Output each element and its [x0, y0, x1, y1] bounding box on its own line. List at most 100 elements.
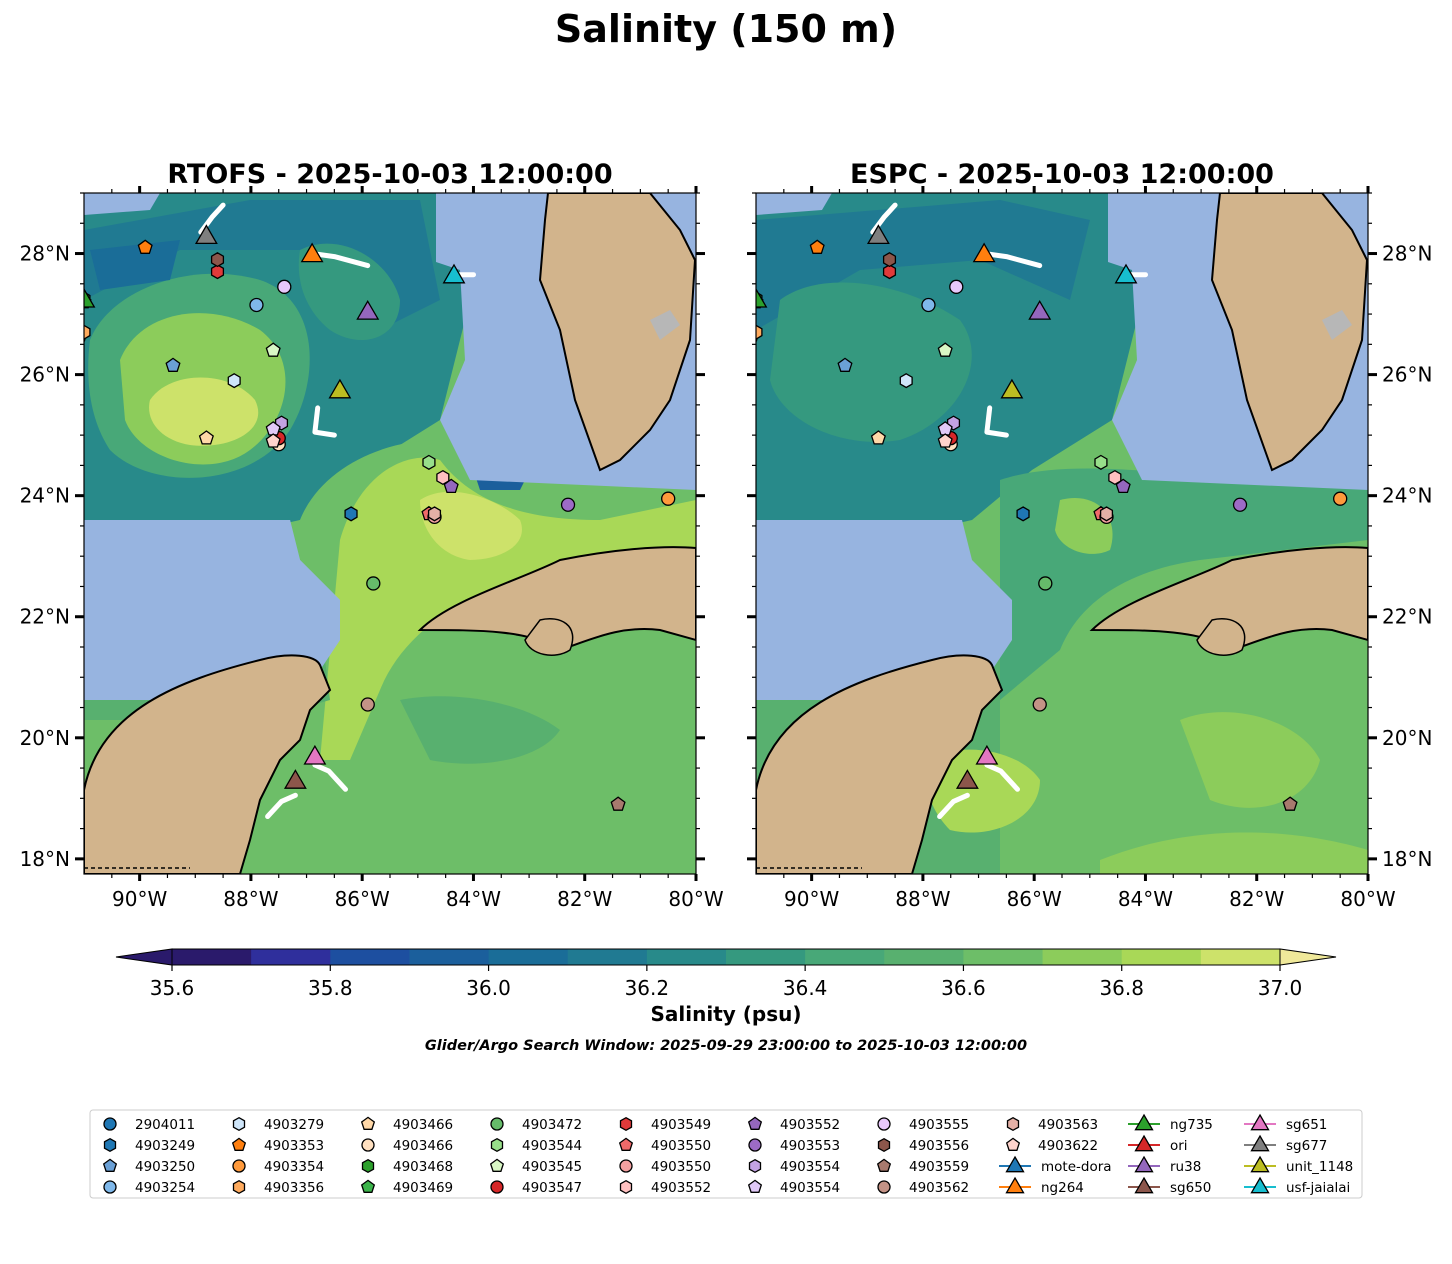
lon-tick-label: 80°W — [668, 887, 723, 911]
argo-float-4903622 — [937, 433, 953, 448]
argo-float-4903279 — [899, 373, 913, 389]
argo-float-4903553 — [560, 497, 576, 512]
legend-label: 4903469 — [393, 1180, 453, 1196]
legend-label: 4903550 — [651, 1138, 711, 1154]
glider-track-unit_1148 — [312, 405, 337, 438]
argo-float-4903549 — [882, 264, 897, 280]
legend-marker-4903552 — [747, 1116, 763, 1130]
lat-tick-label: 20°N — [1382, 726, 1432, 750]
legend-label: ru38 — [1170, 1159, 1201, 1175]
legend-marker-mote-dora — [1005, 1155, 1025, 1173]
glider-track-ng264 — [309, 251, 371, 269]
colorbar-swatch — [1200, 949, 1281, 965]
argo-float-4903556 — [210, 252, 225, 268]
legend-marker-4903468 — [361, 1158, 375, 1174]
colorbar-ticks: 35.6 35.8 36.0 36.2 36.4 36.6 36.8 37.0 — [150, 965, 1302, 1000]
lon-tick-label: 90°W — [112, 887, 167, 911]
legend-label: 4903547 — [522, 1180, 582, 1196]
lon-tick-label: 84°W — [1118, 887, 1173, 911]
argo-float-4903563 — [427, 506, 442, 522]
colorbar: 35.6 35.8 36.0 36.2 36.4 36.6 36.8 37.0 Salinit… — [115, 948, 1337, 1026]
legend-marker-sg677 — [1250, 1134, 1270, 1152]
argo-float-4903545 — [265, 342, 281, 357]
legend-label: 4903554 — [780, 1159, 840, 1175]
colorbar-swatch — [1121, 949, 1202, 965]
glider-ru38 — [356, 300, 380, 320]
lon-tick-label: 82°W — [1229, 887, 1284, 911]
argo-float-4903553 — [1232, 497, 1248, 512]
lat-tick-label: 20°N — [20, 726, 70, 750]
legend-marker-4903554 — [747, 1179, 763, 1193]
lon-tick-label: 80°W — [1340, 887, 1395, 911]
glider-sg651 — [303, 744, 327, 765]
lon-tick-label: 88°W — [223, 887, 278, 911]
legend-label: 4903545 — [522, 1159, 582, 1175]
lat-tick-label: 24°N — [20, 484, 70, 508]
argo-float-4903552 — [436, 469, 450, 486]
argo-float-4903354 — [1333, 491, 1348, 506]
colorbar-label: Salinity (psu) — [650, 1002, 801, 1026]
glider-ru38 — [1028, 300, 1052, 320]
argo-float-4903279 — [227, 373, 241, 389]
legend-marker-4903356 — [232, 1179, 246, 1195]
glider-unit_1148 — [1000, 378, 1024, 399]
colorbar-swatch — [409, 949, 490, 965]
legend-label: 4903552 — [780, 1117, 840, 1133]
glider-track-sg677 — [198, 202, 226, 235]
argo-float-4903254 — [249, 297, 264, 313]
lon-tick-label: 90°W — [784, 887, 839, 911]
legend-label: 4903356 — [264, 1180, 324, 1196]
legend-marker-4903353 — [231, 1137, 247, 1151]
colorbar-swatch — [567, 949, 648, 965]
rtofs-axis-ticks: 90°W 88°W 86°W 84°W 82°W 80°W 18°N 20°N 22°N 24°N… — [20, 186, 724, 911]
legend-label: 4903554 — [780, 1180, 840, 1196]
argo-float-4903544 — [422, 454, 436, 470]
colorbar-tick-label: 35.6 — [150, 976, 195, 1000]
lat-tick-label: 28°N — [1382, 242, 1432, 266]
espc-land — [756, 193, 1368, 874]
colorbar-tick-label: 36.8 — [1099, 976, 1144, 1000]
legend-marker-usf-jaialai — [1250, 1176, 1270, 1194]
legend-marker-4903549 — [619, 1116, 633, 1132]
glider-ng735 — [756, 287, 768, 308]
colorbar-swatch — [172, 949, 252, 965]
argo-float-4903249 — [344, 506, 358, 522]
argo-float-4903563 — [1099, 506, 1114, 522]
legend-label: mote-dora — [1041, 1159, 1112, 1175]
glider-usf-jaialai — [442, 263, 466, 284]
legend-marker-4903555 — [877, 1117, 891, 1131]
legend-marker-4903563 — [1006, 1116, 1020, 1132]
legend: 2904011 4903249 4903250 4903254 4903279 49033… — [89, 1109, 1363, 1199]
legend-marker-sg651 — [1250, 1113, 1270, 1131]
lon-tick-label: 84°W — [446, 887, 501, 911]
legend-label: 4903555 — [909, 1117, 969, 1133]
legend-label: 4903254 — [135, 1180, 195, 1196]
rtofs-platform-markers — [84, 224, 676, 811]
search-window-caption: Glider/Argo Search Window: 2025-09-29 23… — [425, 1038, 1027, 1054]
rtofs-glider-tracks — [198, 202, 476, 819]
legend-label: 4903353 — [264, 1138, 324, 1154]
colorbar-tick-label: 36.6 — [941, 976, 986, 1000]
legend-label: 4903553 — [780, 1138, 840, 1154]
glider-track-sg651 — [312, 762, 348, 792]
legend-label: usf-jaialai — [1286, 1180, 1350, 1196]
legend-marker-2904011 — [103, 1117, 117, 1131]
legend-marker-4903545 — [489, 1158, 505, 1172]
colorbar-under-extension — [115, 948, 173, 966]
argo-float-4903353 — [137, 239, 153, 254]
legend-label: 4903468 — [393, 1159, 453, 1175]
rtofs-map-panel: RTOFS - 2025-10-03 12:00:00 — [20, 159, 724, 911]
colorbar-tick-label: 35.8 — [308, 976, 353, 1000]
argo-float-4903562 — [1032, 697, 1047, 712]
argo-float-2904011 — [84, 333, 86, 343]
lat-tick-label: 26°N — [20, 363, 70, 387]
argo-float-2904011 — [756, 333, 758, 343]
legend-marker-4903466 — [360, 1116, 376, 1130]
legend-marker-4903562 — [877, 1180, 891, 1194]
argo-float-4903545 — [937, 342, 953, 357]
lat-tick-label: 24°N — [1382, 484, 1432, 508]
legend-label: 4903559 — [909, 1159, 969, 1175]
argo-float-4903562 — [360, 697, 375, 712]
legend-marker-4903550 — [619, 1159, 633, 1173]
legend-label: 4903622 — [1038, 1138, 1098, 1154]
